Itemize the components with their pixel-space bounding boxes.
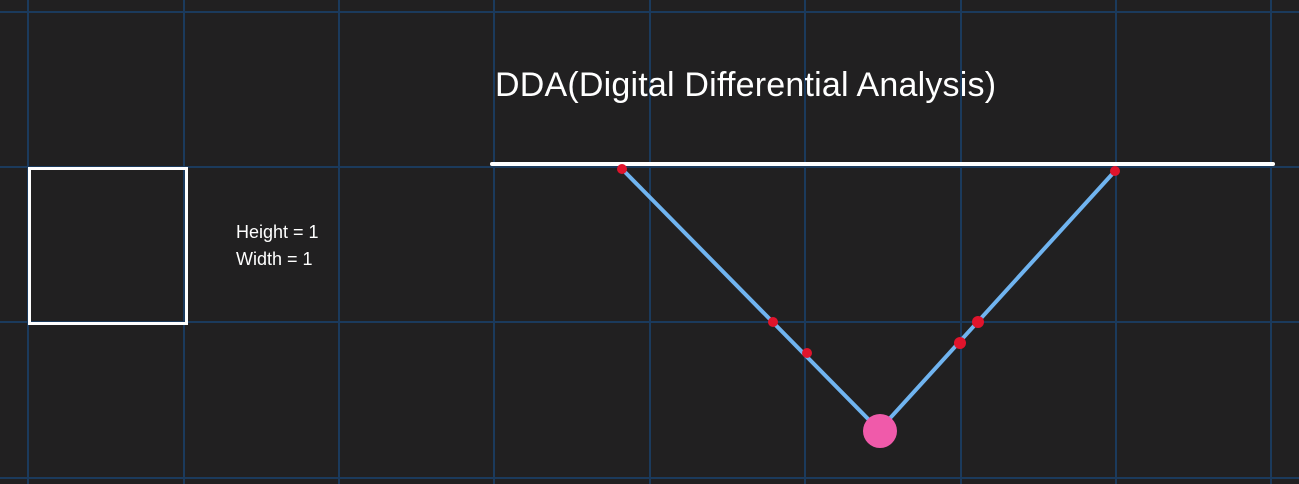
vertex-point (863, 414, 897, 448)
unit-pixel-box (28, 167, 188, 325)
sample-point (617, 164, 627, 174)
sample-point (802, 348, 812, 358)
unit-dimensions: Height = 1 Width = 1 (236, 219, 319, 273)
right-segment (880, 169, 1117, 429)
left-segment (620, 167, 878, 429)
height-label: Height = 1 (236, 222, 319, 242)
width-label: Width = 1 (236, 249, 313, 269)
diagram-title: DDA(Digital Differential Analysis) (495, 66, 997, 104)
sample-point (768, 317, 778, 327)
sample-point (1110, 166, 1120, 176)
sample-point (954, 337, 966, 349)
sample-point (972, 316, 984, 328)
